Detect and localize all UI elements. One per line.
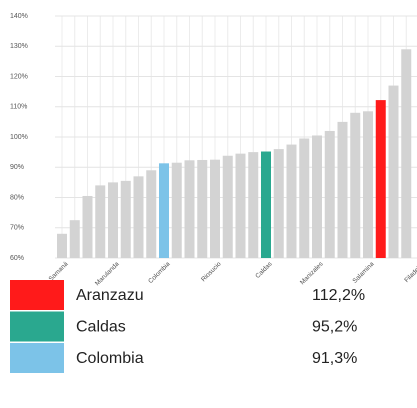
bar bbox=[375, 100, 386, 258]
bar bbox=[108, 182, 118, 258]
bar bbox=[95, 185, 106, 258]
bar bbox=[337, 121, 348, 258]
bar bbox=[184, 160, 195, 258]
bar bbox=[57, 233, 67, 258]
x-tick-label: Riosucio bbox=[200, 260, 223, 283]
y-tick-label: 80% bbox=[10, 194, 24, 201]
y-tick-label: 110% bbox=[10, 104, 27, 111]
x-tick-label: Filadelfia bbox=[403, 260, 417, 284]
bar bbox=[82, 195, 93, 258]
bar bbox=[235, 153, 246, 258]
bar bbox=[388, 85, 399, 258]
x-tick-label: Caldas bbox=[254, 260, 274, 280]
y-tick-label: 70% bbox=[10, 225, 24, 232]
legend-swatch bbox=[10, 280, 64, 310]
y-tick-label: 140% bbox=[10, 13, 28, 20]
legend-value: 91,3% bbox=[312, 350, 357, 367]
bar bbox=[222, 155, 233, 258]
bar bbox=[312, 135, 322, 258]
x-tick-label: Salamina bbox=[352, 260, 376, 284]
bar bbox=[146, 170, 157, 258]
bar bbox=[120, 180, 131, 258]
bar bbox=[171, 162, 182, 258]
y-tick-label: 100% bbox=[10, 134, 28, 141]
x-tick-label: Manizales bbox=[299, 260, 325, 286]
bar bbox=[273, 149, 284, 258]
legend-value: 112,2% bbox=[312, 287, 365, 304]
bar bbox=[248, 152, 259, 258]
bar bbox=[324, 130, 335, 258]
y-tick-label: 90% bbox=[10, 164, 24, 171]
bar bbox=[350, 112, 361, 258]
bar bbox=[299, 138, 310, 258]
x-tick-label: Colombia bbox=[147, 260, 172, 285]
bar bbox=[197, 159, 208, 258]
bar bbox=[69, 220, 80, 258]
legend-name: Caldas bbox=[76, 319, 126, 336]
bar bbox=[210, 159, 220, 258]
bar bbox=[286, 144, 297, 258]
legend-swatch bbox=[10, 343, 64, 373]
bar bbox=[363, 111, 373, 258]
y-tick-label: 120% bbox=[10, 73, 28, 80]
legend-name: Colombia bbox=[76, 350, 144, 367]
legend-name: Aranzazu bbox=[76, 287, 144, 304]
y-tick-label: 130% bbox=[10, 43, 28, 50]
bar bbox=[401, 49, 412, 259]
x-tick-label: Samaná bbox=[48, 260, 70, 282]
bar bbox=[261, 151, 271, 258]
bar bbox=[133, 176, 144, 258]
legend-value: 95,2% bbox=[312, 319, 357, 336]
bar bbox=[159, 163, 169, 258]
legend-swatch bbox=[10, 311, 64, 342]
y-tick-label: 60% bbox=[10, 255, 24, 262]
x-tick-label: Marulanda bbox=[94, 260, 121, 287]
